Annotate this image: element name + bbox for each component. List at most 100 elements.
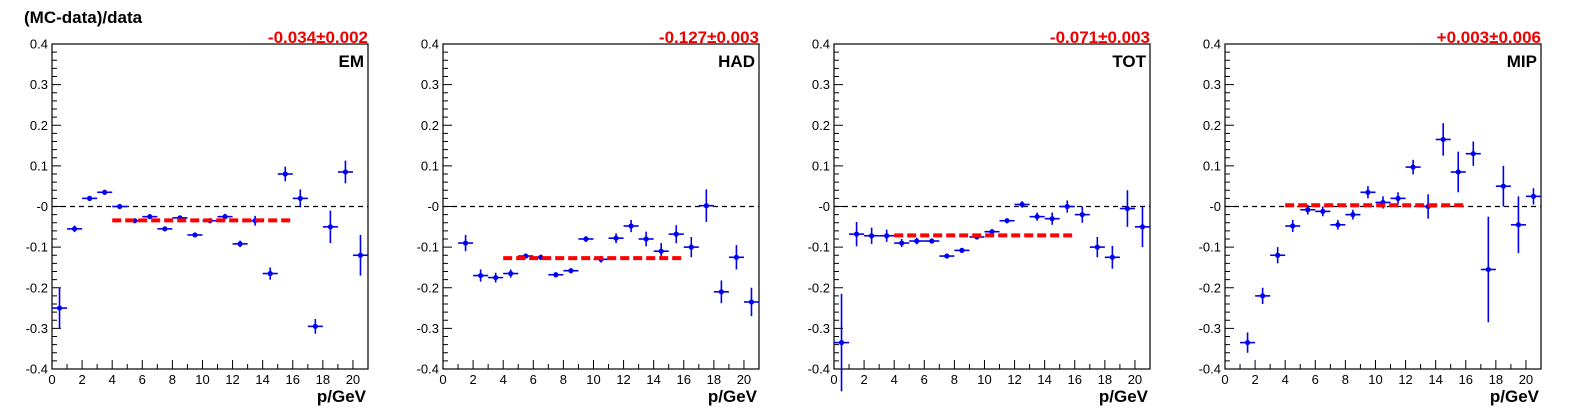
point-marker [853, 231, 860, 237]
data-point [984, 229, 1000, 235]
x-tick-label: 2 [78, 372, 85, 387]
data-point [1390, 192, 1406, 205]
point-marker [1290, 223, 1296, 229]
x-tick-label: 10 [586, 372, 600, 387]
data-point [608, 233, 624, 244]
x-tick-label: 18 [1098, 372, 1112, 387]
point-marker [688, 244, 694, 250]
point-marker [643, 236, 649, 242]
y-tick-label: -0.3 [808, 321, 830, 336]
x-tick-label: 6 [921, 372, 928, 387]
point-marker [1500, 183, 1506, 189]
panel-label: EM [339, 52, 365, 71]
point-marker [1260, 293, 1266, 299]
data-point [1104, 245, 1120, 269]
point-marker [1305, 207, 1311, 213]
x-tick-label: 4 [1282, 372, 1289, 387]
point-marker [899, 240, 905, 246]
data-point [1510, 196, 1526, 254]
point-marker [357, 252, 364, 258]
data-point [924, 238, 940, 244]
x-axis-label: p/GeV [317, 387, 367, 406]
point-marker [1124, 205, 1131, 212]
point-marker [1034, 214, 1040, 220]
x-tick-label: 10 [977, 372, 991, 387]
x-tick-label: 2 [1251, 372, 1258, 387]
data-point [548, 272, 564, 278]
y-tick-label: 0.1 [812, 158, 830, 173]
y-tick-label: 0.3 [30, 77, 48, 92]
y-tick-label: 0.3 [421, 77, 439, 92]
x-tick-label: 2 [469, 372, 476, 387]
y-tick-label: -0.2 [1199, 280, 1221, 295]
data-point [954, 247, 970, 253]
data-point [458, 234, 474, 252]
x-tick-label: 0 [48, 372, 55, 387]
data-point [1044, 212, 1060, 225]
data-point [849, 221, 865, 247]
point-marker [673, 231, 679, 237]
y-tick-label: -0.3 [417, 321, 439, 336]
y-tick-label: -0.4 [1199, 362, 1221, 377]
x-tick-label: 6 [139, 372, 146, 387]
data-point [473, 269, 489, 282]
x-tick-label: 8 [169, 372, 176, 387]
x-tick-label: 4 [891, 372, 898, 387]
x-tick-label: 10 [1368, 372, 1382, 387]
point-marker [342, 169, 349, 175]
point-marker [1395, 195, 1401, 201]
y-tick-label: -0.2 [26, 280, 48, 295]
data-point [1450, 151, 1466, 193]
data-point [1330, 219, 1346, 230]
panel-label: HAD [718, 52, 755, 71]
panel-label: MIP [1507, 52, 1537, 71]
data-point [668, 225, 684, 244]
point-marker [297, 195, 303, 201]
point-marker [1530, 193, 1537, 199]
point-marker [869, 233, 875, 239]
point-marker [884, 233, 890, 239]
x-tick-label: 4 [109, 372, 116, 387]
fit-result-label: -0.071±0.003 [1050, 28, 1150, 47]
point-marker [944, 253, 950, 259]
y-tick-label: -0.3 [26, 321, 48, 336]
point-marker [162, 226, 168, 232]
point-marker [478, 272, 484, 279]
x-tick-label: 18 [1489, 372, 1503, 387]
data-point [1240, 332, 1256, 353]
panel-em: 0.4 0.3 0.2 0.1 -0 -0.1 -0.2 -0.3 -0.40 2 4 6 8 10 12 1… [26, 28, 369, 406]
data-point [864, 227, 880, 244]
point-marker [1094, 244, 1100, 250]
panel-mip: 0.4 0.3 0.2 0.1 -0 -0.1 -0.2 -0.3 -0.40 2 4 6 8 10 12 1… [1199, 28, 1542, 406]
data-point [578, 236, 594, 242]
data-point [1029, 212, 1045, 221]
data-point [1255, 287, 1271, 304]
point-marker [1335, 222, 1341, 228]
x-tick-label: 16 [286, 372, 300, 387]
fit-result-label: +0.003±0.006 [1437, 28, 1541, 47]
x-tick-label: 20 [346, 372, 360, 387]
point-marker [1139, 224, 1146, 230]
x-tick-label: 2 [860, 372, 867, 387]
y-tick-label: 0.4 [1203, 37, 1221, 52]
x-tick-label: 12 [616, 372, 630, 387]
point-marker [1485, 266, 1491, 273]
point-marker [959, 247, 965, 253]
point-marker [1455, 169, 1461, 175]
x-tick-label: 18 [316, 372, 330, 387]
x-axis-label: p/GeV [1099, 387, 1149, 406]
data-point [1405, 159, 1421, 175]
data-point [1360, 186, 1376, 199]
data-point [999, 218, 1015, 224]
point-marker [658, 248, 664, 254]
point-marker [462, 240, 469, 246]
x-tick-label: 20 [737, 372, 751, 387]
point-marker [1320, 208, 1326, 214]
point-marker [568, 268, 574, 274]
point-marker [838, 339, 845, 346]
panel-label: TOT [1112, 52, 1146, 71]
data-point [1300, 204, 1316, 215]
y-tick-label: -0.1 [417, 240, 439, 255]
x-tick-label: 6 [1312, 372, 1319, 387]
point-marker [613, 235, 619, 241]
